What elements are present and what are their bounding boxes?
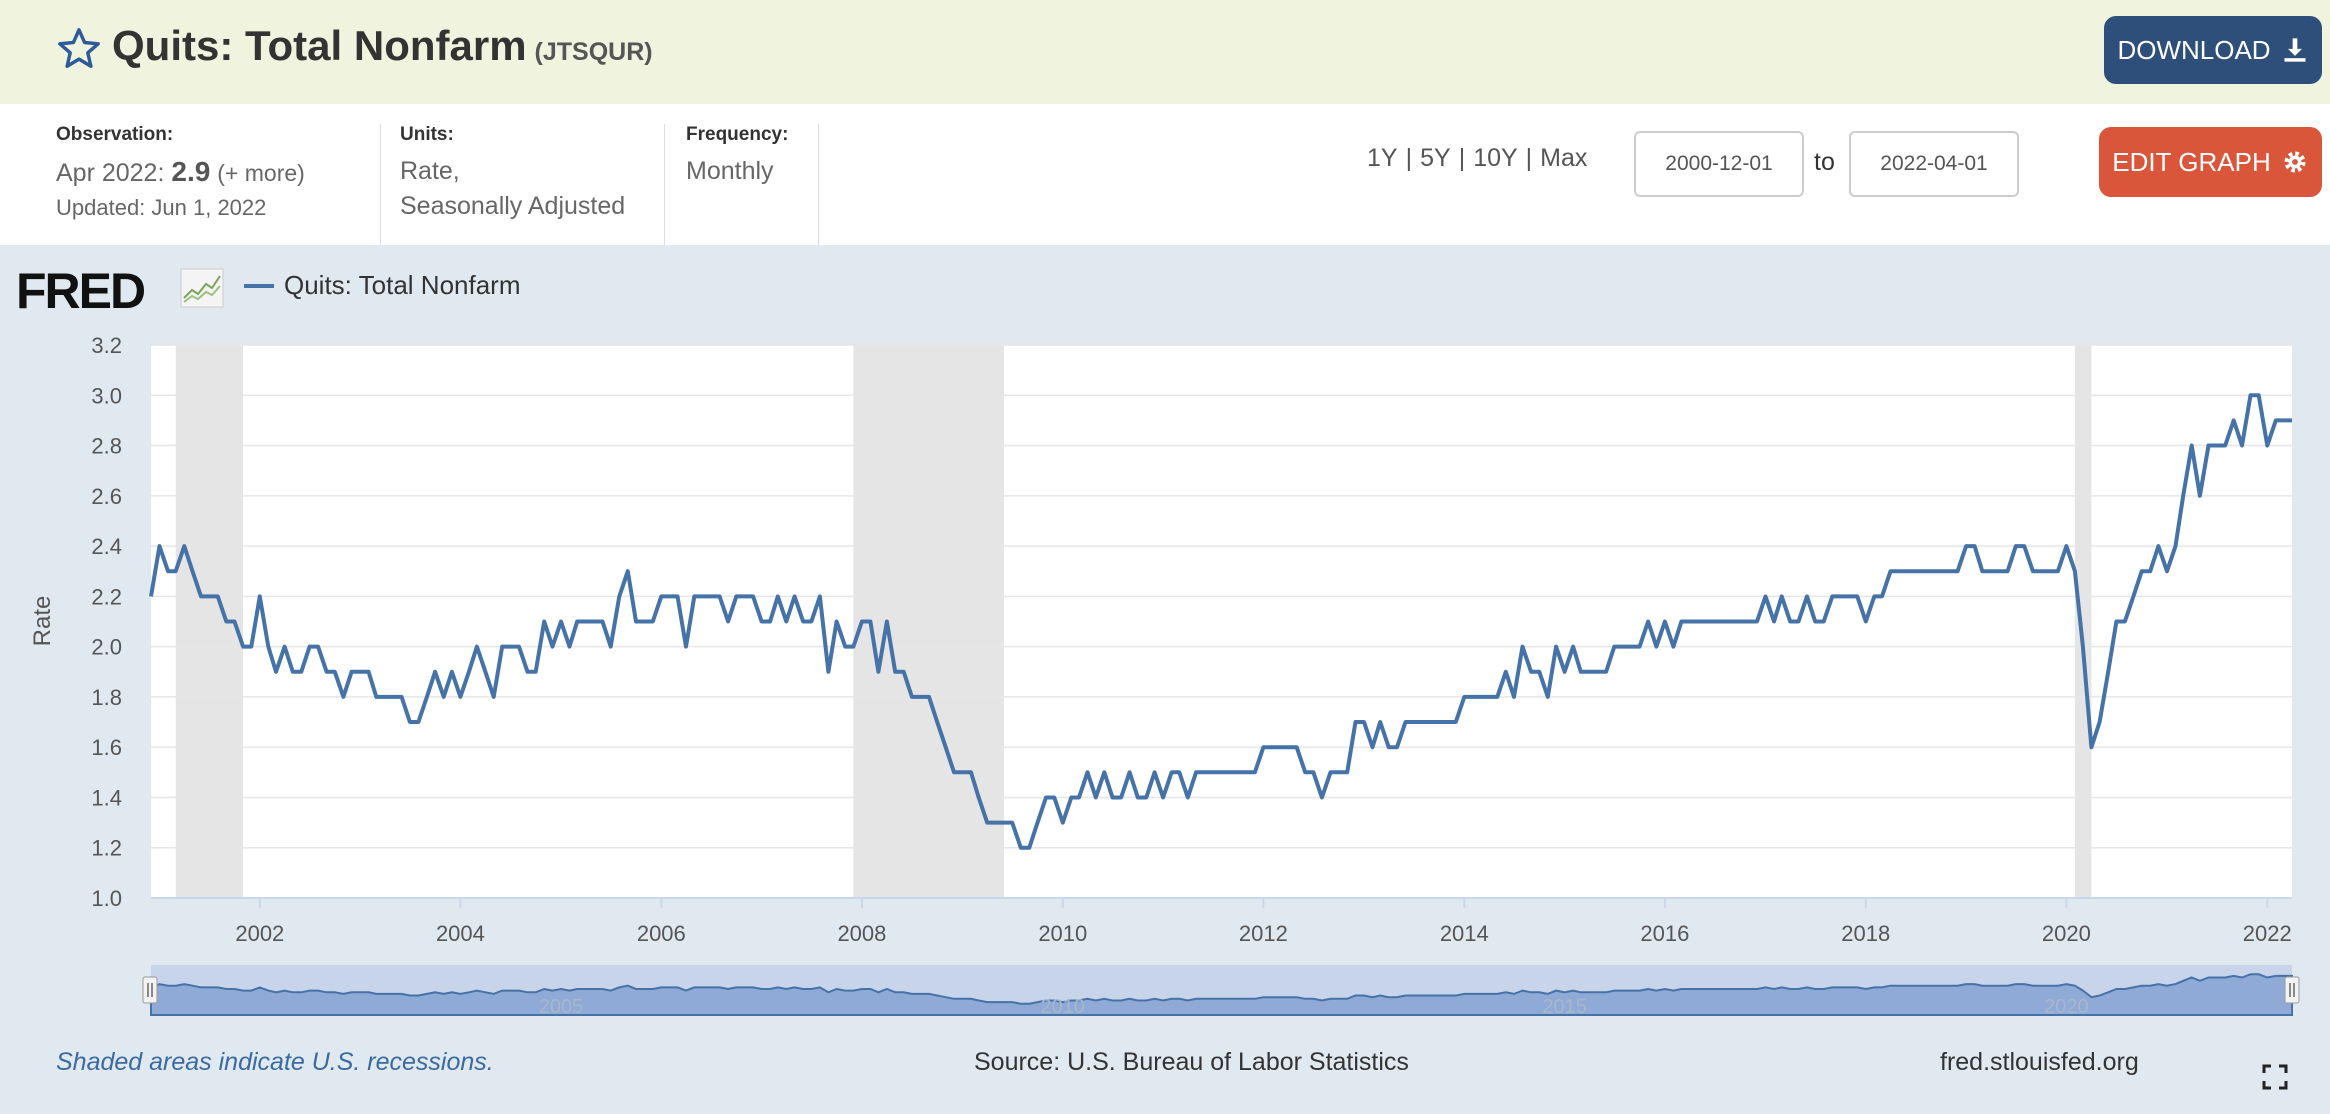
- observation-date: Apr 2022:: [56, 159, 165, 187]
- x-tick-label: 2008: [837, 921, 886, 946]
- y-tick-label: 1.8: [91, 685, 122, 710]
- range-separator: |: [1525, 144, 1533, 172]
- range-10y-link[interactable]: 10Y: [1473, 144, 1518, 172]
- navigator-label: 2020: [2044, 996, 2089, 1018]
- range-max-link[interactable]: Max: [1540, 144, 1588, 172]
- y-tick-label: 1.6: [91, 735, 122, 760]
- x-tick-label: 2014: [1440, 921, 1489, 946]
- y-tick-label: 1.4: [91, 785, 122, 810]
- end-date-input[interactable]: 2022-04-01: [1849, 131, 2019, 197]
- x-tick-label: 2020: [2042, 921, 2091, 946]
- recession-footnote: Shaded areas indicate U.S. recessions.: [56, 1048, 494, 1076]
- start-date-input[interactable]: 2000-12-01: [1634, 131, 1804, 197]
- range-5y-link[interactable]: 5Y: [1420, 144, 1451, 172]
- y-tick-label: 2.2: [91, 584, 122, 609]
- navigator-right-handle[interactable]: [2284, 976, 2300, 1004]
- to-label: to: [1814, 148, 1835, 176]
- y-axis-label: Rate: [29, 596, 56, 647]
- y-tick-label: 1.2: [91, 836, 122, 861]
- series-title-text: Quits: Total Nonfarm: [112, 22, 527, 69]
- fred-url[interactable]: fred.stlouisfed.org: [1940, 1048, 2139, 1076]
- x-tick-label: 2022: [2243, 921, 2292, 946]
- legend-swatch: [244, 284, 274, 288]
- gear-icon: [2284, 151, 2306, 173]
- x-tick-label: 2002: [235, 921, 284, 946]
- range-separator: |: [1405, 144, 1413, 172]
- y-tick-label: 2.0: [91, 635, 122, 660]
- series-id: (JTSQUR): [534, 38, 653, 66]
- y-tick-label: 3.2: [91, 333, 122, 358]
- frequency-block: Frequency: Monthly: [686, 124, 819, 248]
- recession-band: [2074, 345, 2092, 898]
- x-tick-label: 2006: [637, 921, 686, 946]
- series-header: Quits: Total Nonfarm (JTSQUR) DOWNLOAD: [0, 0, 2330, 104]
- y-axis-ticks: 1.0 1.2 1.4 1.6 1.8 2.0 2.2 2.4 2.6 2.8 3.0 3.2: [91, 333, 122, 911]
- fred-logo[interactable]: FRED: [16, 263, 146, 319]
- units-block: Units: Rate, Seasonally Adjusted: [400, 124, 665, 248]
- x-tick-label: 2018: [1841, 921, 1890, 946]
- x-tick-label: 2004: [436, 921, 485, 946]
- units-line-2: Seasonally Adjusted: [400, 192, 626, 220]
- series-title: Quits: Total Nonfarm (JTSQUR): [112, 22, 653, 70]
- units-label: Units:: [400, 124, 454, 145]
- x-tick-label: 2010: [1038, 921, 1087, 946]
- observation-label: Observation:: [56, 124, 174, 145]
- x-tick-label: 2016: [1640, 921, 1689, 946]
- y-tick-label: 2.6: [91, 484, 122, 509]
- recession-band: [853, 345, 1004, 898]
- observation-block: Observation: Apr 2022: 2.9 (+ more) Upda…: [56, 124, 381, 248]
- y-tick-label: 2.8: [91, 434, 122, 459]
- frequency-value: Monthly: [686, 157, 774, 185]
- navigator-left-handle[interactable]: [142, 976, 158, 1004]
- recession-shading: [175, 345, 2092, 898]
- range-links: 1Y | 5Y | 10Y | Max: [1367, 144, 1587, 173]
- frequency-label: Frequency:: [686, 124, 789, 145]
- line-chart[interactable]: 1.0 1.2 1.4 1.6 1.8 2.0 2.2 2.4 2.6 2.8 3.0 3.2 200…: [0, 245, 2330, 1035]
- x-axis-ticks: 2002 2004 2006 2008 2010 2012 2014 2016 2018 2020…: [235, 898, 2292, 946]
- download-button[interactable]: DOWNLOAD: [2104, 16, 2322, 84]
- navigator-series-area: [150, 973, 2293, 1016]
- navigator-labels: 2005 2010 2015 2020: [539, 996, 2089, 1018]
- x-tick-label: 2012: [1239, 921, 1288, 946]
- edit-graph-label: EDIT GRAPH: [2112, 146, 2271, 177]
- data-source: Source: U.S. Bureau of Labor Statistics: [974, 1048, 1409, 1076]
- observation-more-link[interactable]: (+ more): [217, 160, 305, 186]
- fred-chart-icon: [180, 268, 224, 308]
- plot-background: [151, 345, 2292, 898]
- y-tick-label: 2.4: [91, 534, 122, 559]
- y-tick-label: 1.0: [91, 886, 122, 911]
- star-icon[interactable]: [56, 26, 102, 72]
- legend-label: Quits: Total Nonfarm: [284, 270, 521, 300]
- download-icon: [2284, 38, 2306, 62]
- y-tick-label: 3.0: [91, 383, 122, 408]
- navigator-label: 2005: [539, 996, 584, 1018]
- observation-line: Apr 2022: 2.9 (+ more): [56, 154, 380, 191]
- updated-date: Updated: Jun 1, 2022: [56, 195, 267, 220]
- range-1y-link[interactable]: 1Y: [1367, 144, 1398, 172]
- navigator-label: 2010: [1041, 996, 1086, 1018]
- units-line-1: Rate,: [400, 157, 460, 185]
- navigator-label: 2015: [1542, 996, 1587, 1018]
- download-label: DOWNLOAD: [2117, 34, 2271, 65]
- series-line[interactable]: [149, 393, 2292, 850]
- observation-value: 2.9: [171, 156, 211, 187]
- edit-graph-button[interactable]: EDIT GRAPH: [2099, 127, 2322, 197]
- range-separator: |: [1458, 144, 1466, 172]
- fullscreen-icon[interactable]: [2262, 1064, 2288, 1090]
